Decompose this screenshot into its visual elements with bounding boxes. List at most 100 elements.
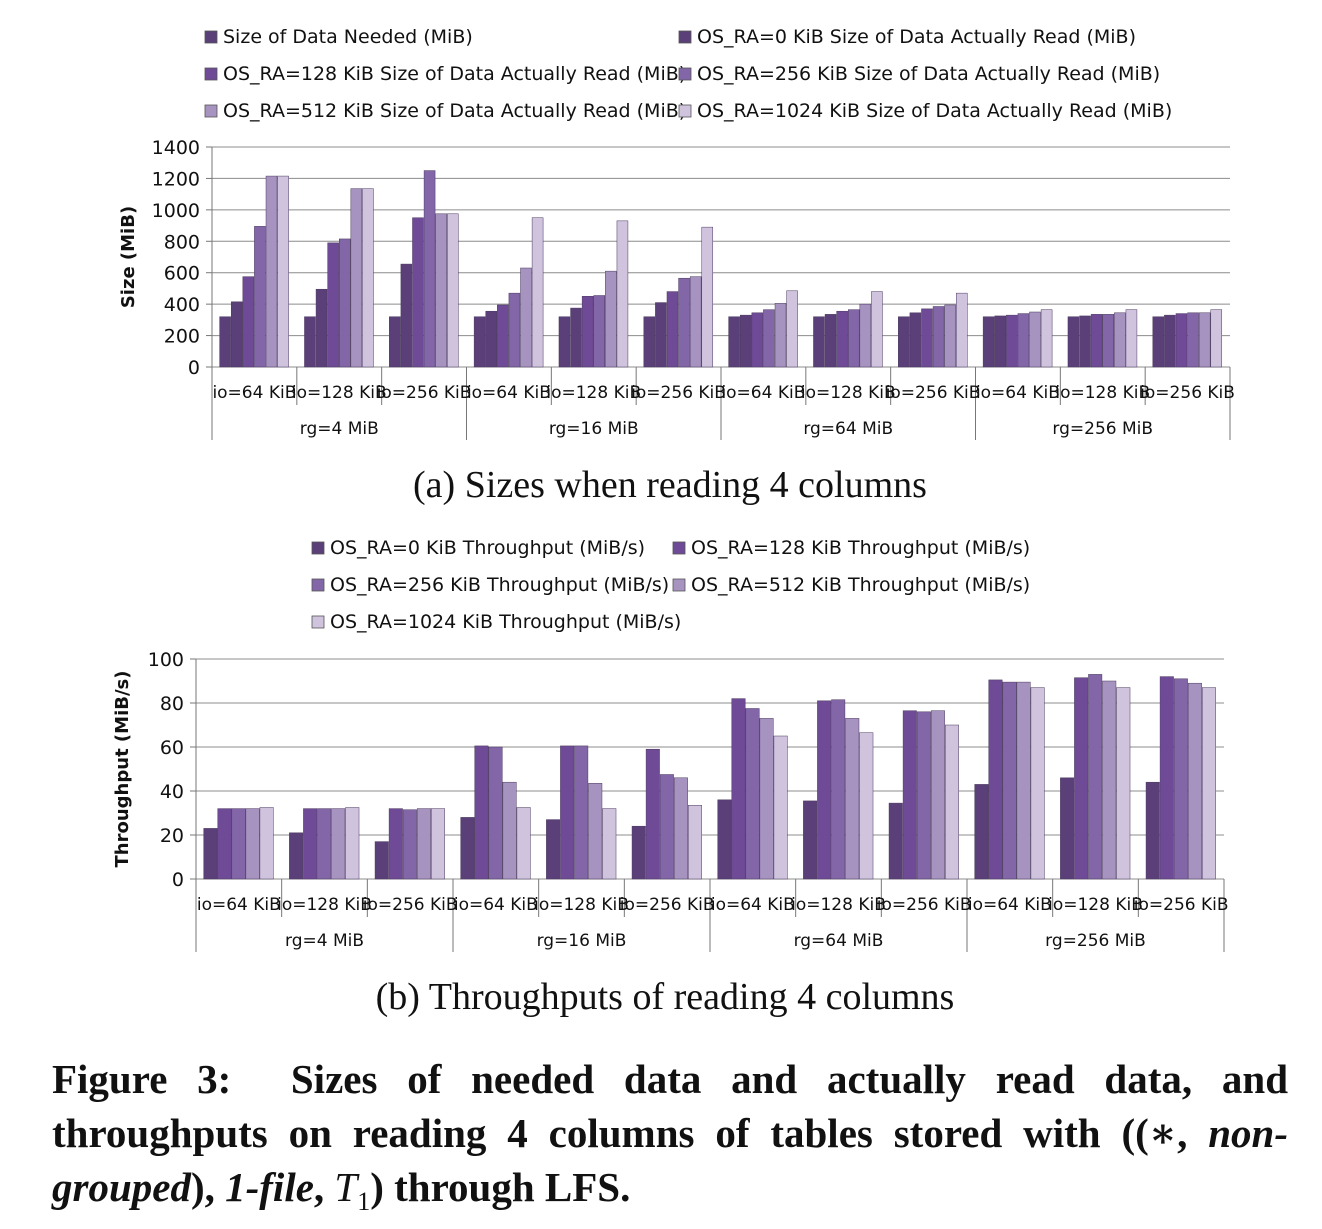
figure-caption-math-sub: 1 [357,1187,371,1217]
bar [303,808,318,880]
x-tick-label: io=128 KiB [801,383,896,403]
x-tick-label: io=256 KiB [1134,895,1229,915]
x-tick-label: io=256 KiB [631,383,726,403]
legend-swatch [678,67,692,81]
bar [751,312,764,368]
y-tick-label: 1200 [152,168,200,190]
bar [859,732,874,880]
bar [502,781,517,880]
legend-label: OS_RA=512 KiB Size of Data Actually Read… [223,100,686,122]
y-tick-label: 600 [164,263,200,285]
bar [1102,680,1117,880]
bar [593,295,605,368]
bar [460,817,475,880]
x-tick-label: io=128 KiB [292,383,387,403]
bar [631,825,646,880]
bar [673,777,688,880]
bar [327,242,339,368]
bar [473,316,486,368]
y-tick-label: 40 [160,781,184,803]
legend-swatch [672,578,686,592]
figure-caption-text-1: Sizes of needed data and actually read d… [52,1056,1289,1156]
bar [994,315,1006,368]
bar [497,304,509,368]
bar [574,745,589,880]
bar [1029,311,1041,368]
bar [786,290,798,368]
bar [1016,681,1031,880]
bar [560,745,575,880]
group-label: rg=16 MiB [537,931,627,951]
bar [701,226,714,368]
figure-caption-text-4: ) through LFS. [370,1164,631,1210]
bar [374,841,389,880]
figure-canvas: Size of Data Needed (MiB) OS_RA=0 KiB Siz… [112,26,1235,1018]
bar [1006,314,1018,368]
subcaption: (b) Throughputs of reading 4 columns [376,976,955,1018]
bar [666,291,679,368]
bar [1067,316,1080,368]
y-tick-label: 1000 [152,200,200,222]
x-tick-label: io=256 KiB [363,895,458,915]
x-tick-label: io=128 KiB [277,895,372,915]
x-tick-label: io=64 KiB [454,895,538,915]
bar [932,306,945,368]
legend-label: OS_RA=1024 KiB Throughput (MiB/s) [330,611,681,633]
group-label: rg=4 MiB [285,931,364,951]
x-tick-label: io=256 KiB [877,895,972,915]
x-tick-label: io=64 KiB [721,383,805,403]
bar [988,679,1003,880]
bar [982,316,995,368]
figure-caption-text-2: ), [190,1164,226,1210]
bar [655,302,667,368]
bar [350,188,363,368]
legend-swatch [311,615,325,629]
x-tick-label: io=64 KiB [968,895,1052,915]
bar [231,808,246,880]
bar [605,270,617,368]
bar [1116,687,1131,880]
bar [803,800,818,880]
group-label: rg=4 MiB [300,419,379,439]
bar [763,309,775,368]
bar [289,832,304,880]
bar [219,316,231,368]
x-tick-label: io=256 KiB [886,383,981,403]
bar [416,808,431,880]
bar [388,808,403,880]
y-axis-label: Throughput (MiB/s) [112,671,133,868]
bar [516,807,531,880]
group-label: rg=64 MiB [803,419,893,439]
figure-caption-em-2: 1-file [225,1164,314,1210]
bar [1187,312,1199,368]
legend-swatch [311,578,325,592]
x-tick-label: io=128 KiB [791,895,886,915]
bar [389,316,401,368]
figure-caption-text-3: , [313,1164,335,1210]
bar [474,745,489,880]
bar [1145,781,1160,880]
bar [1074,677,1089,880]
bar [1090,314,1103,368]
x-tick-label: io=64 KiB [711,895,795,915]
bar [643,316,656,368]
bar [888,802,903,880]
bar [317,808,332,880]
legend-label: OS_RA=1024 KiB Size of Data Actually Rea… [697,100,1172,122]
legend-swatch [204,30,218,44]
bar [956,292,968,368]
bar [898,316,910,368]
bar [1175,313,1188,368]
bar [485,310,497,368]
x-tick-label: io=64 KiB [212,383,296,403]
x-tick-label: io=128 KiB [546,383,641,403]
bar [848,309,860,368]
group-label: rg=64 MiB [794,931,884,951]
bar [1030,687,1045,880]
bar [203,828,218,880]
bar [546,819,561,880]
bar [304,316,316,368]
bar [581,296,594,368]
bar [1152,316,1165,368]
bar [773,735,788,880]
